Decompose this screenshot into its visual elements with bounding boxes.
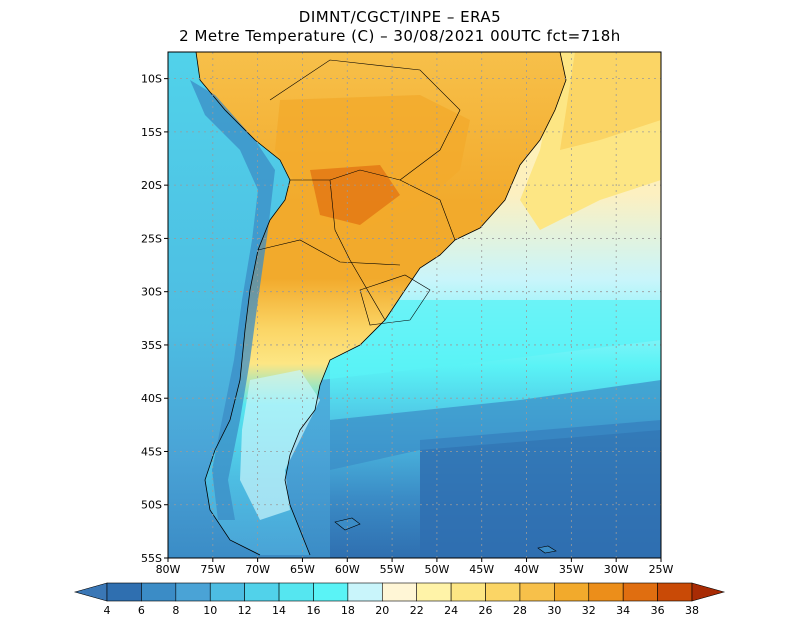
colorbar-left-arrow xyxy=(73,582,108,602)
colorbar-swatch xyxy=(278,582,314,602)
colorbar-swatch xyxy=(381,582,418,602)
latitude-tick-label: 25S xyxy=(141,232,162,245)
latitude-tick-label: 10S xyxy=(141,73,162,86)
longitude-tick-label: 80W xyxy=(156,563,181,576)
latitude-tick-label: 45S xyxy=(141,445,162,458)
colorbar-swatch xyxy=(347,582,383,602)
longitude-tick-label: 25W xyxy=(649,563,674,576)
longitude-tick-label: 35W xyxy=(559,563,584,576)
colorbar-label: 28 xyxy=(513,604,527,617)
colorbar-swatch xyxy=(450,582,486,602)
longitude-tick-label: 40W xyxy=(514,563,539,576)
colorbar-swatch xyxy=(622,582,658,602)
latitude-tick-label: 50S xyxy=(141,499,162,512)
longitude-tick-label: 30W xyxy=(604,563,629,576)
map-field xyxy=(168,52,661,558)
latitude-tick-label: 35S xyxy=(141,339,162,352)
colorbar-label: 24 xyxy=(444,604,458,617)
colorbar-label: 22 xyxy=(410,604,424,617)
colorbar-swatch xyxy=(416,582,452,602)
colorbar-label: 14 xyxy=(272,604,286,617)
colorbar-swatch xyxy=(209,582,245,602)
colorbar-label: 10 xyxy=(203,604,217,617)
country-border xyxy=(329,179,386,321)
hottest-region xyxy=(310,165,400,225)
colorbar-label: 36 xyxy=(651,604,665,617)
latitude-tick-label: 20S xyxy=(141,179,162,192)
colorbar-swatch xyxy=(244,582,280,602)
colorbar-swatch xyxy=(554,582,590,602)
west-coastline xyxy=(195,52,291,556)
map-frame xyxy=(167,51,662,559)
country-border xyxy=(359,274,431,326)
colorbar-label: 26 xyxy=(479,604,493,617)
country-border xyxy=(290,169,456,241)
longitude-tick-label: 75W xyxy=(200,563,225,576)
colorbar-label: 12 xyxy=(238,604,252,617)
colorbar-swatch xyxy=(588,582,624,602)
colorbar: 4 6 8 10 12 14 16 18 20 22 24 26 28 30 32 34 36 38 xyxy=(73,582,726,617)
graticule xyxy=(168,52,661,558)
colorbar-label: 16 xyxy=(306,604,320,617)
latitude-tick-label: 40S xyxy=(141,392,162,405)
longitude-tick-label: 45W xyxy=(469,563,494,576)
latitude-tick-label: 30S xyxy=(141,286,162,299)
south-georgia-island xyxy=(537,545,557,554)
patagonia-cool-region xyxy=(240,370,320,520)
colorbar-label: 6 xyxy=(138,604,145,617)
longitude-tick-label: 55W xyxy=(380,563,405,576)
colorbar-label: 20 xyxy=(375,604,389,617)
warm-atlantic-core xyxy=(560,52,661,150)
colorbar-swatch xyxy=(519,582,555,602)
map-title-line-1: DIMNT/CGCT/INPE – ERA5 xyxy=(298,8,502,26)
colorbar-swatch xyxy=(141,582,177,602)
cool-south-atlantic xyxy=(330,380,661,470)
colorbar-swatch xyxy=(657,582,693,602)
latitude-tick-label: 15S xyxy=(141,126,162,139)
falkland-islands xyxy=(334,517,361,531)
colorbar-label: 18 xyxy=(341,604,355,617)
longitude-tick-label: 65W xyxy=(290,563,315,576)
colorbar-label: 32 xyxy=(582,604,596,617)
colorbar-swatch xyxy=(313,582,349,602)
mid-atlantic-band xyxy=(320,300,661,380)
colorbar-label: 8 xyxy=(172,604,179,617)
east-coastline xyxy=(284,52,567,556)
colorbar-swatch xyxy=(485,582,521,602)
cold-south-atlantic xyxy=(420,420,661,558)
colorbar-label: 34 xyxy=(616,604,630,617)
longitude-tick-label: 50W xyxy=(424,563,449,576)
colorbar-label: 4 xyxy=(104,604,111,617)
state-border xyxy=(269,59,461,181)
latitude-tick-label: 55S xyxy=(141,552,162,565)
colorbar-swatch xyxy=(175,582,211,602)
colorbar-label: 38 xyxy=(685,604,699,617)
longitude-tick-label: 60W xyxy=(335,563,360,576)
colorbar-label: 30 xyxy=(547,604,561,617)
longitude-tick-label: 70W xyxy=(245,563,270,576)
colorbar-swatch xyxy=(106,582,142,602)
country-border xyxy=(257,239,401,266)
colorbar-right-arrow xyxy=(691,582,726,602)
map-title-line-2: 2 Metre Temperature (C) – 30/08/2021 00U… xyxy=(179,27,621,45)
